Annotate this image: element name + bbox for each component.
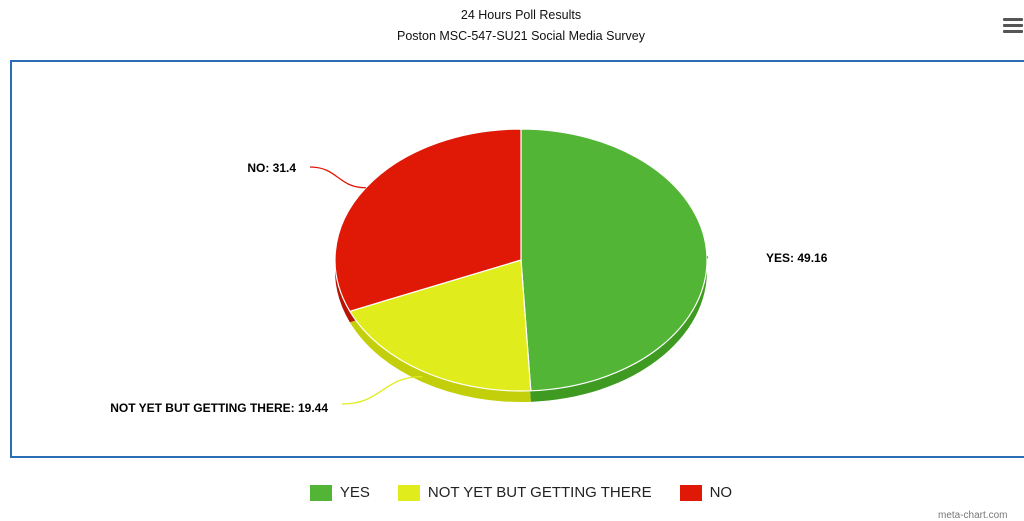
- label-connector-no: [309, 166, 366, 189]
- pie-slice-not-yet-but-getting-there[interactable]: [348, 259, 532, 392]
- legend-item-no[interactable]: NO: [679, 484, 733, 501]
- data-label-yes: YES: 49.16: [766, 251, 828, 265]
- chart-title: 24 Hours Poll Results: [460, 8, 582, 22]
- pie-slice-no[interactable]: [334, 128, 522, 312]
- label-connector-not-yet-but-getting-there: [341, 375, 423, 405]
- legend-swatch: [397, 484, 420, 501]
- legend-label: NOT YET BUT GETTING THERE: [427, 484, 652, 501]
- legend: YES NOT YET BUT GETTING THERE NO: [0, 484, 1024, 501]
- data-label-not-yet-but-getting-there: NOT YET BUT GETTING THERE: 19.44: [110, 401, 328, 415]
- legend-item-yes[interactable]: YES: [309, 484, 370, 501]
- hamburger-menu-icon[interactable]: [1003, 18, 1023, 36]
- legend-swatch: [679, 484, 702, 501]
- credit-text: meta-chart.com: [938, 510, 1008, 521]
- legend-label: NO: [709, 484, 733, 501]
- legend-item-not-yet-but-getting-there[interactable]: NOT YET BUT GETTING THERE: [397, 484, 652, 501]
- legend-swatch: [309, 484, 332, 501]
- pie-chart: YES: 49.16 NOT YET BUT GETTING THERE: 19.…: [110, 128, 828, 415]
- legend-label: YES: [339, 484, 370, 501]
- label-connector-yes: [706, 255, 709, 259]
- data-label-no: NO: 31.4: [247, 161, 296, 175]
- plot-area: [10, 60, 1024, 458]
- chart-subtitle: Poston MSC-547-SU21 Social Media Survey: [396, 29, 646, 43]
- pie-slice-yes[interactable]: [520, 128, 708, 392]
